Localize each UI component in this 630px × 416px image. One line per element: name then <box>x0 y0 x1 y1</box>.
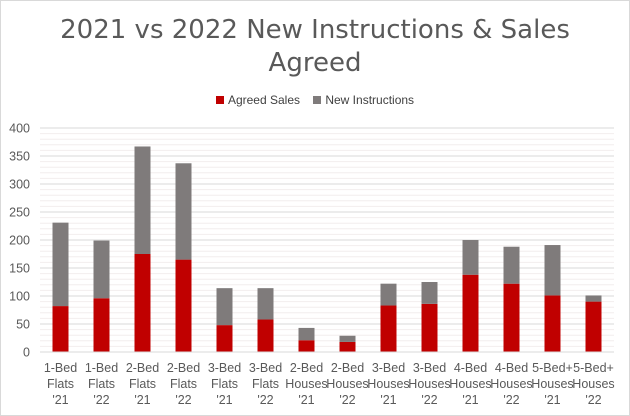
bar-new-instructions <box>339 335 356 342</box>
bar-agreed-sales <box>52 306 69 352</box>
x-tick-label: Houses <box>367 377 409 391</box>
x-tick-label: Houses <box>531 377 573 391</box>
bar-agreed-sales <box>544 295 561 352</box>
bar-agreed-sales <box>339 341 356 352</box>
bar-agreed-sales <box>503 283 520 352</box>
bar-new-instructions <box>298 327 315 341</box>
bar-new-instructions <box>503 246 520 284</box>
x-tick-label: '22 <box>339 393 355 407</box>
x-tick-label: '22 <box>503 393 519 407</box>
x-tick-label: Flats <box>88 377 115 391</box>
x-tick-label: 1-Bed <box>44 361 77 375</box>
bar-agreed-sales <box>216 325 233 352</box>
y-tick-label: 300 <box>9 178 30 192</box>
x-tick-label: Houses <box>285 377 327 391</box>
x-tick-label: 3-Bed <box>208 361 241 375</box>
x-tick-label: '22 <box>421 393 437 407</box>
x-tick-label: '21 <box>298 393 314 407</box>
bar-new-instructions <box>380 283 397 306</box>
y-tick-label: 200 <box>9 234 30 248</box>
x-tick-label: 2-Bed <box>167 361 200 375</box>
x-tick-label: Flats <box>129 377 156 391</box>
x-tick-label: 2-Bed <box>331 361 364 375</box>
x-tick-label: Houses <box>449 377 491 391</box>
bar-agreed-sales <box>421 303 438 352</box>
bar-new-instructions <box>175 163 192 260</box>
bar-agreed-sales <box>462 274 479 352</box>
y-tick-label: 150 <box>9 262 30 276</box>
x-tick-label: Flats <box>252 377 279 391</box>
x-tick-label: Flats <box>170 377 197 391</box>
x-tick-label: 3-Bed <box>413 361 446 375</box>
x-tick-label: '21 <box>52 393 68 407</box>
x-tick-label: 5-Bed+ <box>532 361 573 375</box>
x-tick-label: Flats <box>47 377 74 391</box>
chart-title-line-2: Agreed <box>268 48 362 78</box>
x-tick-label: Houses <box>326 377 368 391</box>
x-tick-label: Houses <box>490 377 532 391</box>
x-tick-label: '22 <box>585 393 601 407</box>
y-tick-label: 0 <box>23 346 30 360</box>
bar-new-instructions <box>134 146 151 254</box>
x-tick-label: '22 <box>93 393 109 407</box>
bar-agreed-sales <box>175 259 192 352</box>
legend-label-agreed-sales: Agreed Sales <box>227 93 300 107</box>
y-tick-label: 100 <box>9 290 30 304</box>
legend-swatch-agreed-sales <box>215 96 224 104</box>
bar-agreed-sales <box>585 301 602 352</box>
x-tick-label: Houses <box>408 377 450 391</box>
x-tick-label: '21 <box>462 393 478 407</box>
x-tick-label: '21 <box>216 393 232 407</box>
x-tick-label: Flats <box>211 377 238 391</box>
legend-item-agreed-sales: Agreed Sales <box>215 93 300 107</box>
chart-title-line-1: 2021 vs 2022 New Instructions & Sales <box>60 15 570 45</box>
bar-new-instructions <box>462 240 479 275</box>
x-tick-label: 2-Bed <box>290 361 323 375</box>
bar-new-instructions <box>257 288 274 320</box>
bar-new-instructions <box>93 240 110 299</box>
bar-agreed-sales <box>93 298 110 352</box>
y-tick-label: 250 <box>9 206 30 220</box>
x-tick-label: 4-Bed <box>454 361 487 375</box>
bar-new-instructions <box>216 288 233 326</box>
y-tick-label: 50 <box>16 318 30 332</box>
x-tick-label: Houses <box>572 377 614 391</box>
bar-agreed-sales <box>257 319 274 352</box>
legend-item-new-instructions: New Instructions <box>313 93 414 107</box>
y-tick-label: 350 <box>9 150 30 164</box>
chart-title: 2021 vs 2022 New Instructions & Sales Ag… <box>0 14 630 80</box>
bar-new-instructions <box>585 295 602 302</box>
x-tick-label: 5-Bed+ <box>573 361 614 375</box>
x-tick-label: '21 <box>380 393 396 407</box>
x-tick-label: 2-Bed <box>126 361 159 375</box>
x-tick-label: '21 <box>544 393 560 407</box>
bar-new-instructions <box>421 282 438 304</box>
bar-new-instructions <box>544 245 561 296</box>
bar-agreed-sales <box>134 254 151 352</box>
bar-agreed-sales <box>380 305 397 352</box>
bar-agreed-sales <box>298 340 315 352</box>
x-tick-label: '21 <box>134 393 150 407</box>
x-tick-label: 3-Bed <box>372 361 405 375</box>
legend-swatch-new-instructions <box>313 96 322 104</box>
x-tick-label: '22 <box>257 393 273 407</box>
legend-label-new-instructions: New Instructions <box>325 93 415 107</box>
x-tick-label: 1-Bed <box>85 361 118 375</box>
legend: Agreed Sales New Instructions <box>0 93 630 107</box>
bar-new-instructions <box>52 222 69 307</box>
x-tick-label: '22 <box>175 393 191 407</box>
x-tick-label: 3-Bed <box>249 361 282 375</box>
x-tick-label: 4-Bed <box>495 361 528 375</box>
y-tick-label: 400 <box>9 122 30 136</box>
